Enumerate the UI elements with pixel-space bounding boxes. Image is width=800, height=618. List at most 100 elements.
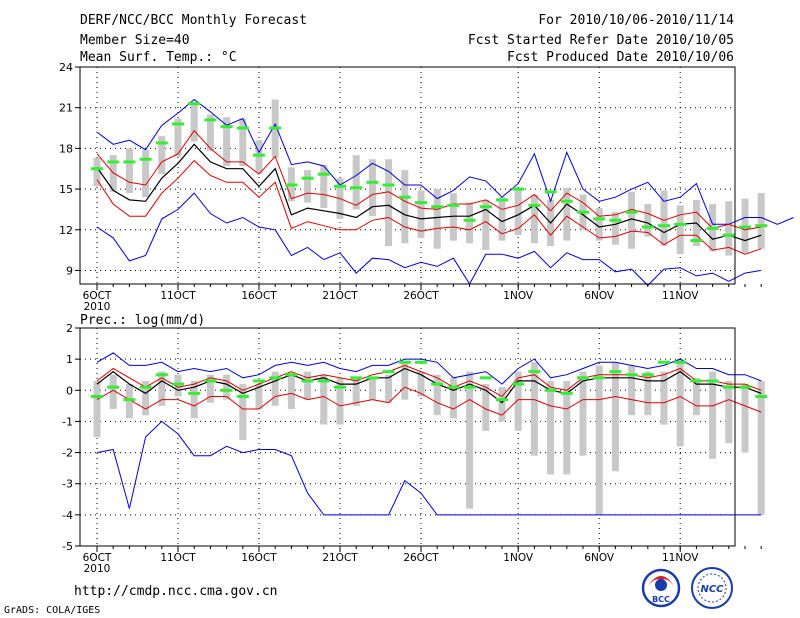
- ensemble-box: [530, 194, 538, 244]
- median-bar: [236, 395, 249, 399]
- ensemble-box: [368, 377, 376, 400]
- ncc-logo-inner: [697, 573, 727, 603]
- x-year-label: 2010: [84, 301, 111, 313]
- median-bar: [739, 225, 751, 229]
- median-bar: [269, 126, 282, 130]
- ensemble-box: [644, 371, 652, 416]
- ensemble-box: [239, 118, 247, 167]
- median-bar: [447, 203, 460, 207]
- ensemble-box: [676, 359, 684, 447]
- median-bar: [609, 370, 622, 374]
- median-bar: [155, 141, 168, 145]
- median-bar: [204, 118, 217, 122]
- median-bar: [415, 201, 427, 205]
- bcc-logo-flame: [648, 576, 674, 586]
- ensemble-box: [563, 380, 571, 475]
- median-bar: [123, 160, 136, 164]
- ensemble-box: [628, 365, 636, 416]
- ensemble-box: [676, 205, 684, 255]
- median-bar: [544, 190, 557, 194]
- ensemble-box: [271, 371, 279, 406]
- y-tick-label: -1: [62, 415, 73, 428]
- ncc-logo: NCC: [691, 567, 733, 609]
- median-bar: [285, 373, 298, 377]
- median-bar: [107, 385, 120, 389]
- median-bar: [674, 360, 687, 364]
- source-url[interactable]: http://cmdp.ncc.cma.gov.cn: [74, 584, 278, 599]
- median-bar: [658, 360, 670, 364]
- median-bar: [107, 160, 120, 164]
- median-bar: [560, 391, 573, 395]
- ensemble-box: [449, 377, 457, 419]
- ensemble-box: [433, 374, 441, 416]
- series-line-max: [96, 98, 794, 225]
- x-tick-label: 11OCT: [160, 552, 196, 564]
- ensemble-box: [158, 136, 166, 175]
- median-bar: [123, 398, 136, 402]
- median-bar: [382, 183, 395, 187]
- ensemble-box: [709, 371, 717, 459]
- ensemble-box: [433, 189, 441, 249]
- median-bar: [91, 395, 103, 399]
- median-bar: [366, 376, 379, 380]
- bcc-logo-globe: [655, 579, 667, 591]
- plot-frame: [79, 66, 736, 285]
- ensemble-box: [482, 384, 490, 431]
- ensemble-box: [466, 371, 474, 509]
- ncc-logo-text: NCC: [700, 584, 724, 595]
- median-bar: [447, 385, 460, 389]
- median-bar: [334, 184, 346, 188]
- median-bar: [398, 195, 411, 199]
- y-tick-label: -5: [62, 540, 73, 553]
- median-bar: [301, 176, 314, 180]
- y-tick-label: -3: [62, 478, 73, 491]
- ensemble-box: [611, 212, 619, 245]
- median-bar: [285, 183, 298, 187]
- median-bar: [188, 391, 201, 395]
- x-tick-label: 26OCT: [403, 290, 439, 302]
- ensemble-box: [320, 374, 328, 425]
- median-bar: [463, 385, 476, 389]
- bcc-logo-text: BCC: [652, 595, 670, 604]
- ensemble-box: [401, 170, 409, 244]
- ensemble-box: [514, 190, 522, 236]
- median-bar: [415, 360, 427, 364]
- ensemble-box: [514, 371, 522, 431]
- median-bar: [431, 205, 444, 209]
- ensemble-box: [125, 148, 133, 194]
- series-line-min: [96, 192, 762, 287]
- median-bar: [577, 210, 589, 214]
- variable-label: Mean Surf. Temp.: °C: [80, 50, 237, 65]
- y-tick-label: -4: [62, 509, 73, 522]
- median-bar: [220, 388, 233, 392]
- median-bar: [528, 370, 541, 374]
- ensemble-box: [158, 371, 166, 406]
- median-bar: [690, 239, 703, 243]
- ensemble-box: [93, 380, 101, 437]
- median-bar: [609, 218, 622, 222]
- series-line-upper: [96, 129, 762, 231]
- y-tick-label: -2: [62, 447, 73, 460]
- series-line-lower: [96, 386, 762, 416]
- y-tick-label: 12: [59, 224, 73, 237]
- ensemble-box: [109, 155, 117, 192]
- median-bar: [253, 153, 265, 157]
- y-tick-label: 0: [66, 384, 73, 397]
- series-line-upper: [96, 364, 762, 398]
- ensemble-box: [174, 118, 182, 157]
- x-tick-label: 1NOV: [503, 552, 534, 564]
- ensemble-box: [142, 380, 150, 416]
- median-bar: [139, 157, 152, 161]
- ensemble-box: [352, 377, 360, 406]
- median-bar: [269, 376, 282, 380]
- ensemble-box: [498, 387, 506, 422]
- ensemble-box: [239, 384, 247, 441]
- ensemble-box: [417, 371, 425, 397]
- median-bar: [301, 379, 314, 383]
- series-line-mean: [96, 143, 762, 242]
- median-bar: [722, 233, 735, 237]
- median-bar: [496, 398, 508, 402]
- ensemble-box: [223, 374, 231, 400]
- median-bar: [317, 172, 330, 176]
- bcc-logo: BCC: [641, 568, 681, 608]
